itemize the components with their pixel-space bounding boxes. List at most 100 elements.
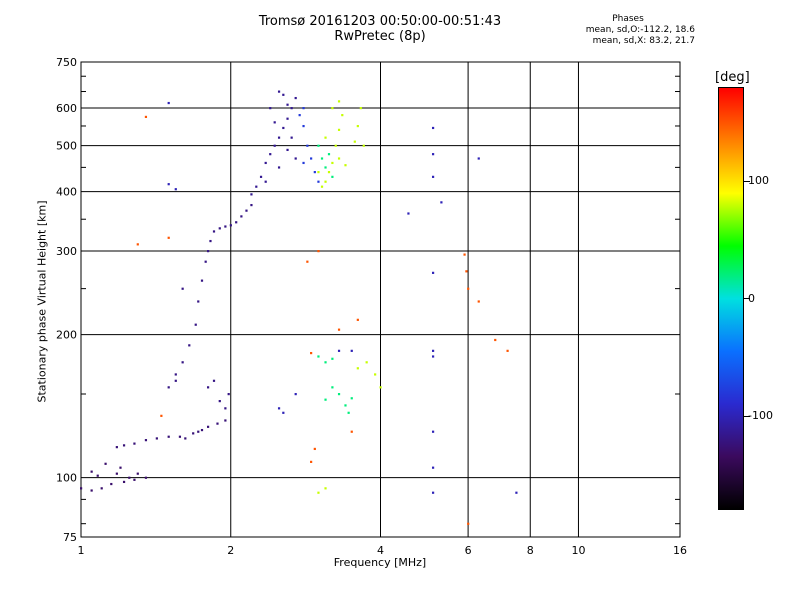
data-point [431,491,435,494]
data-point [174,188,177,191]
data-point [282,93,285,96]
data-point [337,328,341,331]
data-point [327,153,331,156]
data-point [218,400,221,403]
data-point [431,466,435,469]
data-point [331,107,334,110]
data-point [167,386,170,389]
data-point [337,157,341,160]
y-tick-label: 100 [56,472,77,485]
data-point [350,430,353,433]
data-point [320,157,324,160]
data-point [269,107,272,110]
data-point [224,225,227,228]
data-point [431,430,435,433]
data-point [294,157,297,160]
stats-o-line: mean, sd,O:-112.2, 18.6 [585,25,695,35]
data-point [306,260,309,263]
x-tick-label: 2 [227,544,234,557]
data-point [204,260,207,263]
data-point [506,349,509,352]
data-point [290,136,293,139]
chart-title: Tromsø 20161203 00:50:00-00:51:43 [258,14,502,29]
y-axis-label: Stationary phase Virtual Height [km] [35,200,49,403]
data-point [181,361,184,364]
data-point [344,404,347,407]
data-point [350,349,353,352]
data-point [320,185,324,188]
data-point [324,398,327,401]
data-point [317,171,320,174]
data-point [104,462,107,465]
x-tick-label: 1 [78,544,85,557]
data-point [431,175,435,178]
colorbar-tick-mark [744,180,750,182]
data-point [133,478,136,481]
data-point [331,386,334,389]
x-tick-label: 16 [673,544,687,557]
colorbar-tick-label: 100 [748,174,769,187]
data-point [298,114,301,117]
data-point [310,157,313,160]
data-point [327,171,331,174]
y-tick-label: 300 [56,245,77,258]
data-point [192,432,195,435]
data-point [294,393,297,396]
data-point [167,435,170,438]
data-point [122,444,126,447]
data-point [313,171,316,174]
y-tick-label: 400 [56,186,77,199]
data-point [341,114,344,117]
data-point [282,411,285,414]
data-point [317,144,320,147]
data-point [317,355,320,358]
data-point [167,236,170,239]
x-tick-label: 10 [571,544,585,557]
data-point [350,397,353,400]
data-point [356,124,359,128]
data-point [431,271,435,274]
data-point [194,323,197,326]
data-point [212,379,216,382]
data-point [374,373,377,376]
data-point [240,215,243,218]
data-point [90,470,93,473]
data-point [337,100,341,103]
data-point [174,373,177,376]
data-point [209,239,212,243]
data-point [144,115,148,119]
data-point [269,153,272,156]
data-point [197,300,200,303]
data-point [250,203,253,207]
data-point [286,117,289,120]
y-tick-label: 500 [56,140,77,153]
data-point [136,472,139,475]
data-point [440,201,443,204]
data-point [306,144,309,147]
data-point [264,180,267,183]
data-point [119,466,122,469]
data-point [188,344,191,347]
data-point [302,161,305,165]
data-point [100,487,103,490]
data-point [224,407,227,410]
data-point [115,446,118,449]
data-point [337,393,341,396]
data-point [206,250,210,253]
x-axis-label: Frequency [MHz] [333,556,427,569]
data-point [160,414,163,417]
data-point [178,435,182,438]
colorbar-unit: [deg] [715,70,750,85]
data-point [477,157,480,160]
data-point [155,437,158,440]
data-point [467,287,470,290]
data-point [324,166,327,169]
data-point [331,175,334,178]
data-point [494,338,497,342]
data-point [200,428,204,432]
data-point [324,487,327,490]
data-point [431,355,435,358]
stats-label: Phases [612,14,644,24]
data-point [167,183,170,186]
data-point [136,243,139,246]
